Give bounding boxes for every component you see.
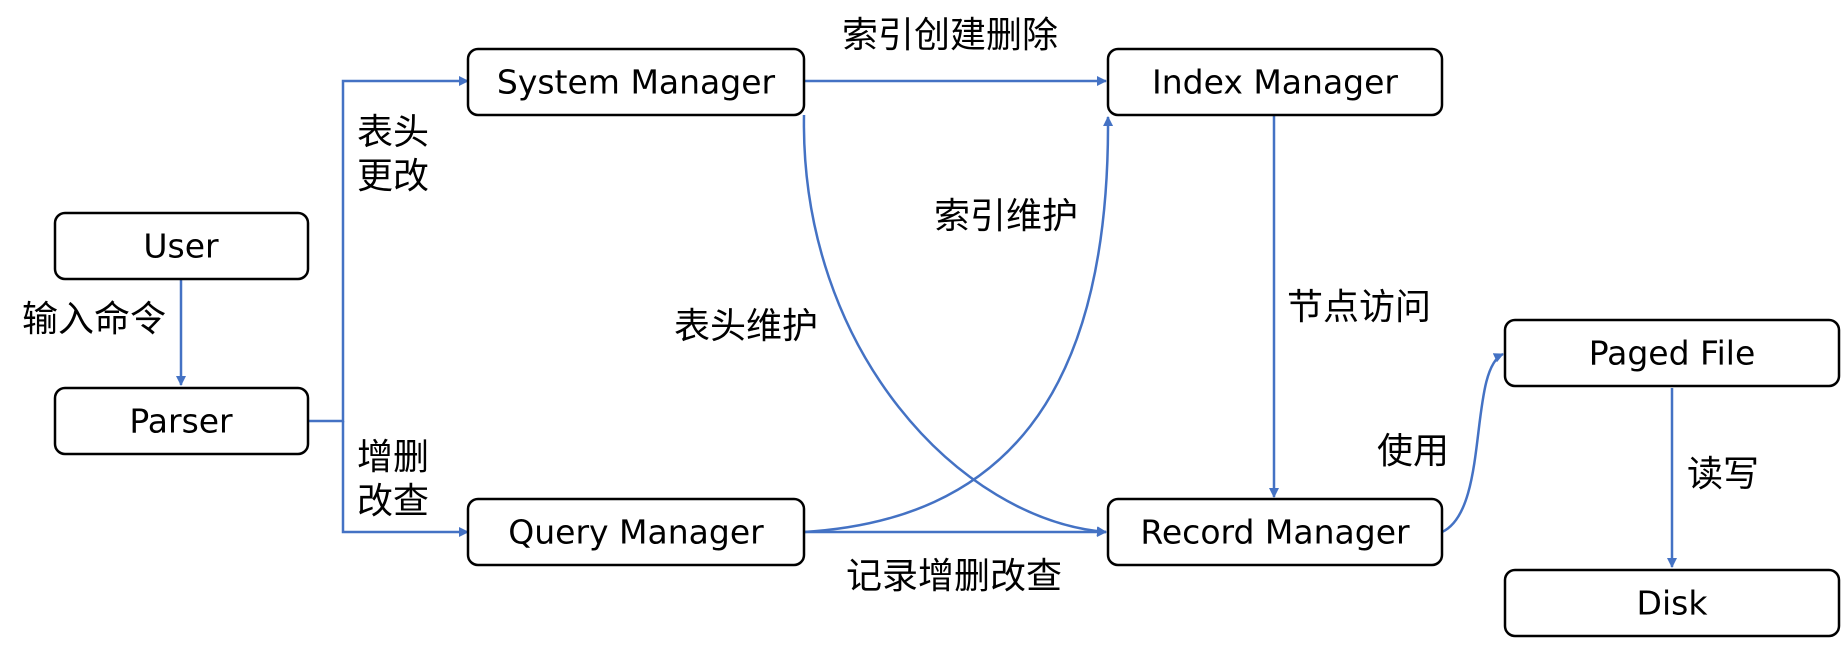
node-parser-label: Parser: [129, 402, 233, 441]
node-system-manager: System Manager: [466, 47, 806, 117]
label-record-crud: 记录增删改查: [846, 556, 1062, 597]
node-user: User: [53, 211, 310, 281]
label-crud-line1: 增删: [357, 437, 429, 478]
edge-query-manager-to-index-manager: [803, 116, 1114, 534]
node-disk: Disk: [1503, 568, 1841, 638]
nodes: User Parser System Manager Query Manager…: [53, 47, 1841, 638]
node-record-manager: Record Manager: [1106, 497, 1444, 567]
node-paged-file: Paged File: [1503, 318, 1841, 388]
edge-labels: 输入命令 表头 更改 增删 改查 索引创建删除 索引维护 表头维护 记录增删改查…: [22, 15, 1759, 597]
node-system-manager-label: System Manager: [497, 63, 776, 102]
edges: [176, 76, 1677, 568]
node-paged-file-label: Paged File: [1589, 334, 1756, 373]
label-input-command: 输入命令: [22, 299, 166, 340]
node-disk-label: Disk: [1637, 584, 1709, 623]
edge-system-manager-to-record-manager: [802, 114, 1107, 537]
node-query-manager: Query Manager: [466, 497, 806, 567]
label-header-maintain: 表头维护: [674, 306, 818, 347]
node-index-manager-label: Index Manager: [1152, 63, 1398, 102]
label-header-change-line2: 更改: [357, 156, 429, 197]
label-read-write: 读写: [1687, 454, 1759, 495]
label-index-create-delete: 索引创建删除: [842, 15, 1058, 56]
node-parser: Parser: [53, 386, 310, 456]
label-use: 使用: [1377, 431, 1449, 472]
edge-record-manager-to-paged-file: [1441, 352, 1504, 534]
label-index-maintain: 索引维护: [934, 196, 1078, 237]
node-index-manager: Index Manager: [1106, 47, 1444, 117]
node-user-label: User: [143, 227, 219, 266]
label-crud-line2: 改查: [357, 481, 429, 522]
label-header-change-line1: 表头: [357, 112, 429, 153]
node-query-manager-label: Query Manager: [508, 513, 764, 552]
edge-parser-to-system-manager: [308, 76, 469, 423]
node-record-manager-label: Record Manager: [1140, 513, 1410, 552]
label-node-access: 节点访问: [1287, 287, 1431, 328]
edge-parser-to-query-manager: [341, 421, 469, 537]
